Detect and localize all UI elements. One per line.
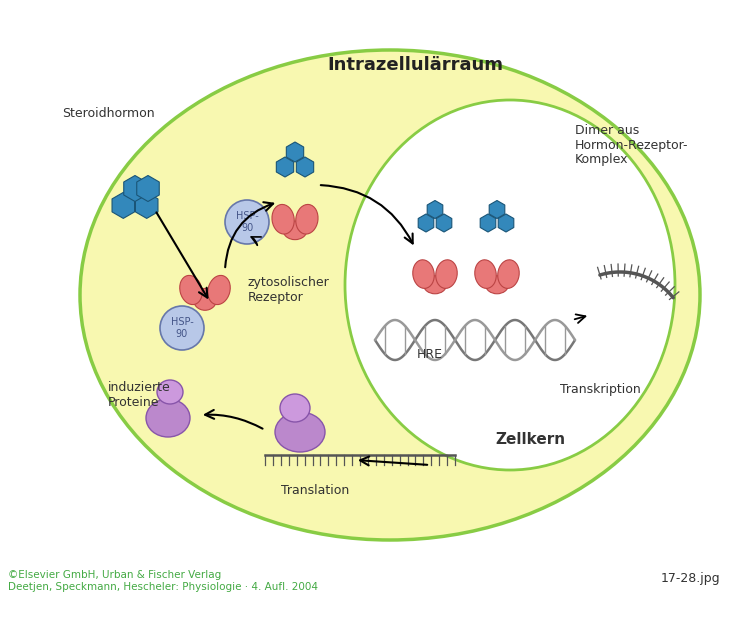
Polygon shape: [418, 214, 433, 232]
Polygon shape: [136, 193, 158, 218]
Text: Transkription: Transkription: [559, 384, 640, 397]
Text: HSP-
90: HSP- 90: [236, 211, 259, 233]
Text: HSP-
90: HSP- 90: [170, 317, 193, 339]
Text: Translation: Translation: [281, 484, 349, 497]
Polygon shape: [296, 157, 313, 177]
Text: Steroidhormon: Steroidhormon: [62, 107, 155, 120]
Ellipse shape: [283, 221, 307, 239]
Ellipse shape: [436, 260, 457, 288]
Polygon shape: [480, 214, 496, 232]
Polygon shape: [489, 201, 505, 218]
Ellipse shape: [272, 204, 294, 234]
Polygon shape: [124, 175, 146, 202]
Polygon shape: [428, 201, 443, 218]
Polygon shape: [137, 175, 159, 202]
Ellipse shape: [280, 394, 310, 422]
Text: zytosolischer
Rezeptor: zytosolischer Rezeptor: [248, 276, 330, 304]
Text: HRE: HRE: [417, 349, 443, 362]
Ellipse shape: [207, 275, 230, 305]
Text: induzierte
Proteine: induzierte Proteine: [108, 381, 170, 409]
Ellipse shape: [413, 260, 434, 288]
Polygon shape: [498, 214, 514, 232]
Text: ©Elsevier GmbH, Urban & Fischer Verlag
Deetjen, Speckmann, Hescheler: Physiologi: ©Elsevier GmbH, Urban & Fischer Verlag D…: [8, 570, 318, 592]
Text: Intrazellulärraum: Intrazellulärraum: [327, 56, 503, 74]
Ellipse shape: [498, 260, 519, 288]
Ellipse shape: [296, 204, 318, 234]
Ellipse shape: [180, 275, 202, 305]
Ellipse shape: [157, 380, 183, 404]
Polygon shape: [276, 157, 293, 177]
Ellipse shape: [424, 276, 447, 294]
Text: Dimer aus
Hormon-Rezeptor-
Komplex: Dimer aus Hormon-Rezeptor- Komplex: [575, 123, 688, 167]
Text: Zellkern: Zellkern: [495, 433, 565, 447]
Polygon shape: [286, 142, 304, 162]
Ellipse shape: [80, 50, 700, 540]
Circle shape: [160, 306, 204, 350]
Ellipse shape: [475, 260, 496, 288]
Ellipse shape: [275, 412, 325, 452]
Ellipse shape: [345, 100, 675, 470]
Polygon shape: [436, 214, 452, 232]
Ellipse shape: [146, 399, 190, 437]
Polygon shape: [112, 193, 135, 218]
Ellipse shape: [485, 276, 508, 294]
Ellipse shape: [193, 288, 216, 310]
Circle shape: [225, 200, 269, 244]
Text: 17-28.jpg: 17-28.jpg: [660, 572, 720, 585]
